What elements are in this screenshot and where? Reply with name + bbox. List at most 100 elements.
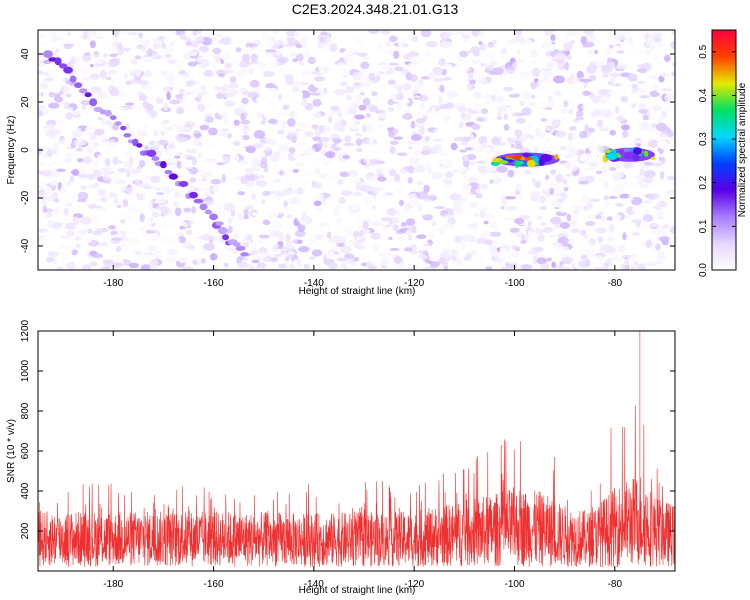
noise-blob [535, 181, 541, 188]
noise-blob [541, 145, 549, 152]
noise-blob [81, 104, 86, 111]
noise-blob [405, 72, 413, 81]
noise-blob [108, 139, 116, 147]
noise-blob [42, 146, 49, 153]
noise-blob [251, 259, 260, 264]
noise-blob [389, 140, 399, 146]
noise-blob [105, 76, 112, 81]
noise-blob [476, 117, 485, 122]
noise-blob [61, 175, 66, 182]
noise-blob [312, 45, 318, 52]
noise-blob [466, 223, 477, 229]
noise-blob [268, 210, 279, 219]
noise-blob [589, 198, 601, 203]
noise-blob [296, 187, 303, 192]
noise-blob [591, 95, 601, 104]
noise-blob [197, 182, 206, 191]
noise-blob [470, 46, 481, 55]
noise-blob [363, 232, 372, 239]
noise-blob [274, 254, 282, 258]
noise-blob [72, 216, 80, 226]
noise-blob [243, 145, 255, 149]
noise-blob [272, 80, 278, 86]
noise-blob [137, 188, 145, 194]
noise-blob [142, 101, 149, 109]
noise-blob [489, 60, 498, 66]
noise-blob [347, 107, 357, 115]
noise-blob [511, 244, 518, 250]
band-blob [522, 152, 531, 158]
noise-blob [491, 137, 501, 146]
noise-blob [229, 266, 242, 270]
noise-blob [408, 197, 420, 206]
noise-blob [573, 92, 586, 99]
noise-blob [343, 142, 355, 147]
noise-blob [303, 263, 309, 268]
track-blob [120, 125, 127, 131]
noise-blob [458, 121, 464, 129]
noise-blob [275, 51, 282, 56]
spectrogram-x-axis: -180 -160 -140 -120 -100 -80 [103, 30, 622, 289]
noise-blob [575, 110, 584, 117]
noise-blob [295, 150, 305, 154]
noise-blob [177, 109, 185, 114]
noise-blob [330, 133, 340, 139]
noise-blob [398, 199, 405, 207]
noise-blob [417, 249, 428, 255]
noise-blob [155, 192, 165, 196]
noise-blob [224, 100, 235, 108]
noise-blob [460, 183, 472, 191]
noise-blob [588, 238, 597, 246]
noise-blob [89, 73, 100, 80]
noise-blob [647, 75, 652, 83]
noise-blob [196, 103, 206, 112]
noise-blob [443, 178, 453, 186]
noise-blob [347, 169, 359, 178]
noise-blob [429, 255, 440, 262]
noise-blob [420, 103, 425, 111]
noise-blob [543, 187, 550, 197]
noise-blob [179, 33, 187, 41]
noise-blob [74, 91, 83, 100]
noise-blob [346, 52, 353, 61]
noise-blob [426, 263, 431, 268]
noise-blob [432, 83, 442, 87]
noise-blob [544, 107, 553, 111]
noise-blob [42, 230, 48, 236]
noise-blob [296, 90, 304, 100]
noise-blob [82, 30, 88, 40]
noise-blob [608, 195, 618, 200]
noise-blob [418, 254, 429, 259]
noise-blob [548, 145, 557, 150]
noise-blob [166, 256, 177, 264]
noise-blob [74, 183, 83, 189]
y-tick-label: 800 [20, 402, 31, 419]
noise-blob [642, 209, 649, 216]
noise-blob [76, 157, 84, 163]
noise-blob [362, 196, 373, 205]
noise-blob [250, 53, 258, 62]
noise-blob [336, 119, 348, 127]
noise-blob [85, 197, 94, 206]
noise-blob [544, 30, 553, 36]
noise-blob [340, 69, 351, 77]
noise-blob [283, 181, 292, 190]
noise-blob [550, 216, 562, 225]
noise-blob [392, 224, 399, 232]
noise-blob [295, 176, 307, 184]
noise-blob [298, 245, 310, 253]
noise-blob [138, 159, 146, 168]
colorbar-tick-label: 0.1 [698, 219, 709, 233]
noise-blob [387, 127, 399, 136]
noise-blob [209, 253, 218, 261]
noise-blob [553, 90, 563, 98]
noise-blob [605, 47, 612, 56]
noise-blob [356, 147, 363, 153]
band-blob [644, 150, 649, 157]
noise-blob [457, 222, 462, 230]
noise-blob [520, 239, 527, 245]
noise-blob [459, 149, 467, 153]
noise-blob [119, 212, 129, 216]
noise-blob [99, 242, 108, 247]
y-tick-label: -40 [20, 238, 31, 253]
